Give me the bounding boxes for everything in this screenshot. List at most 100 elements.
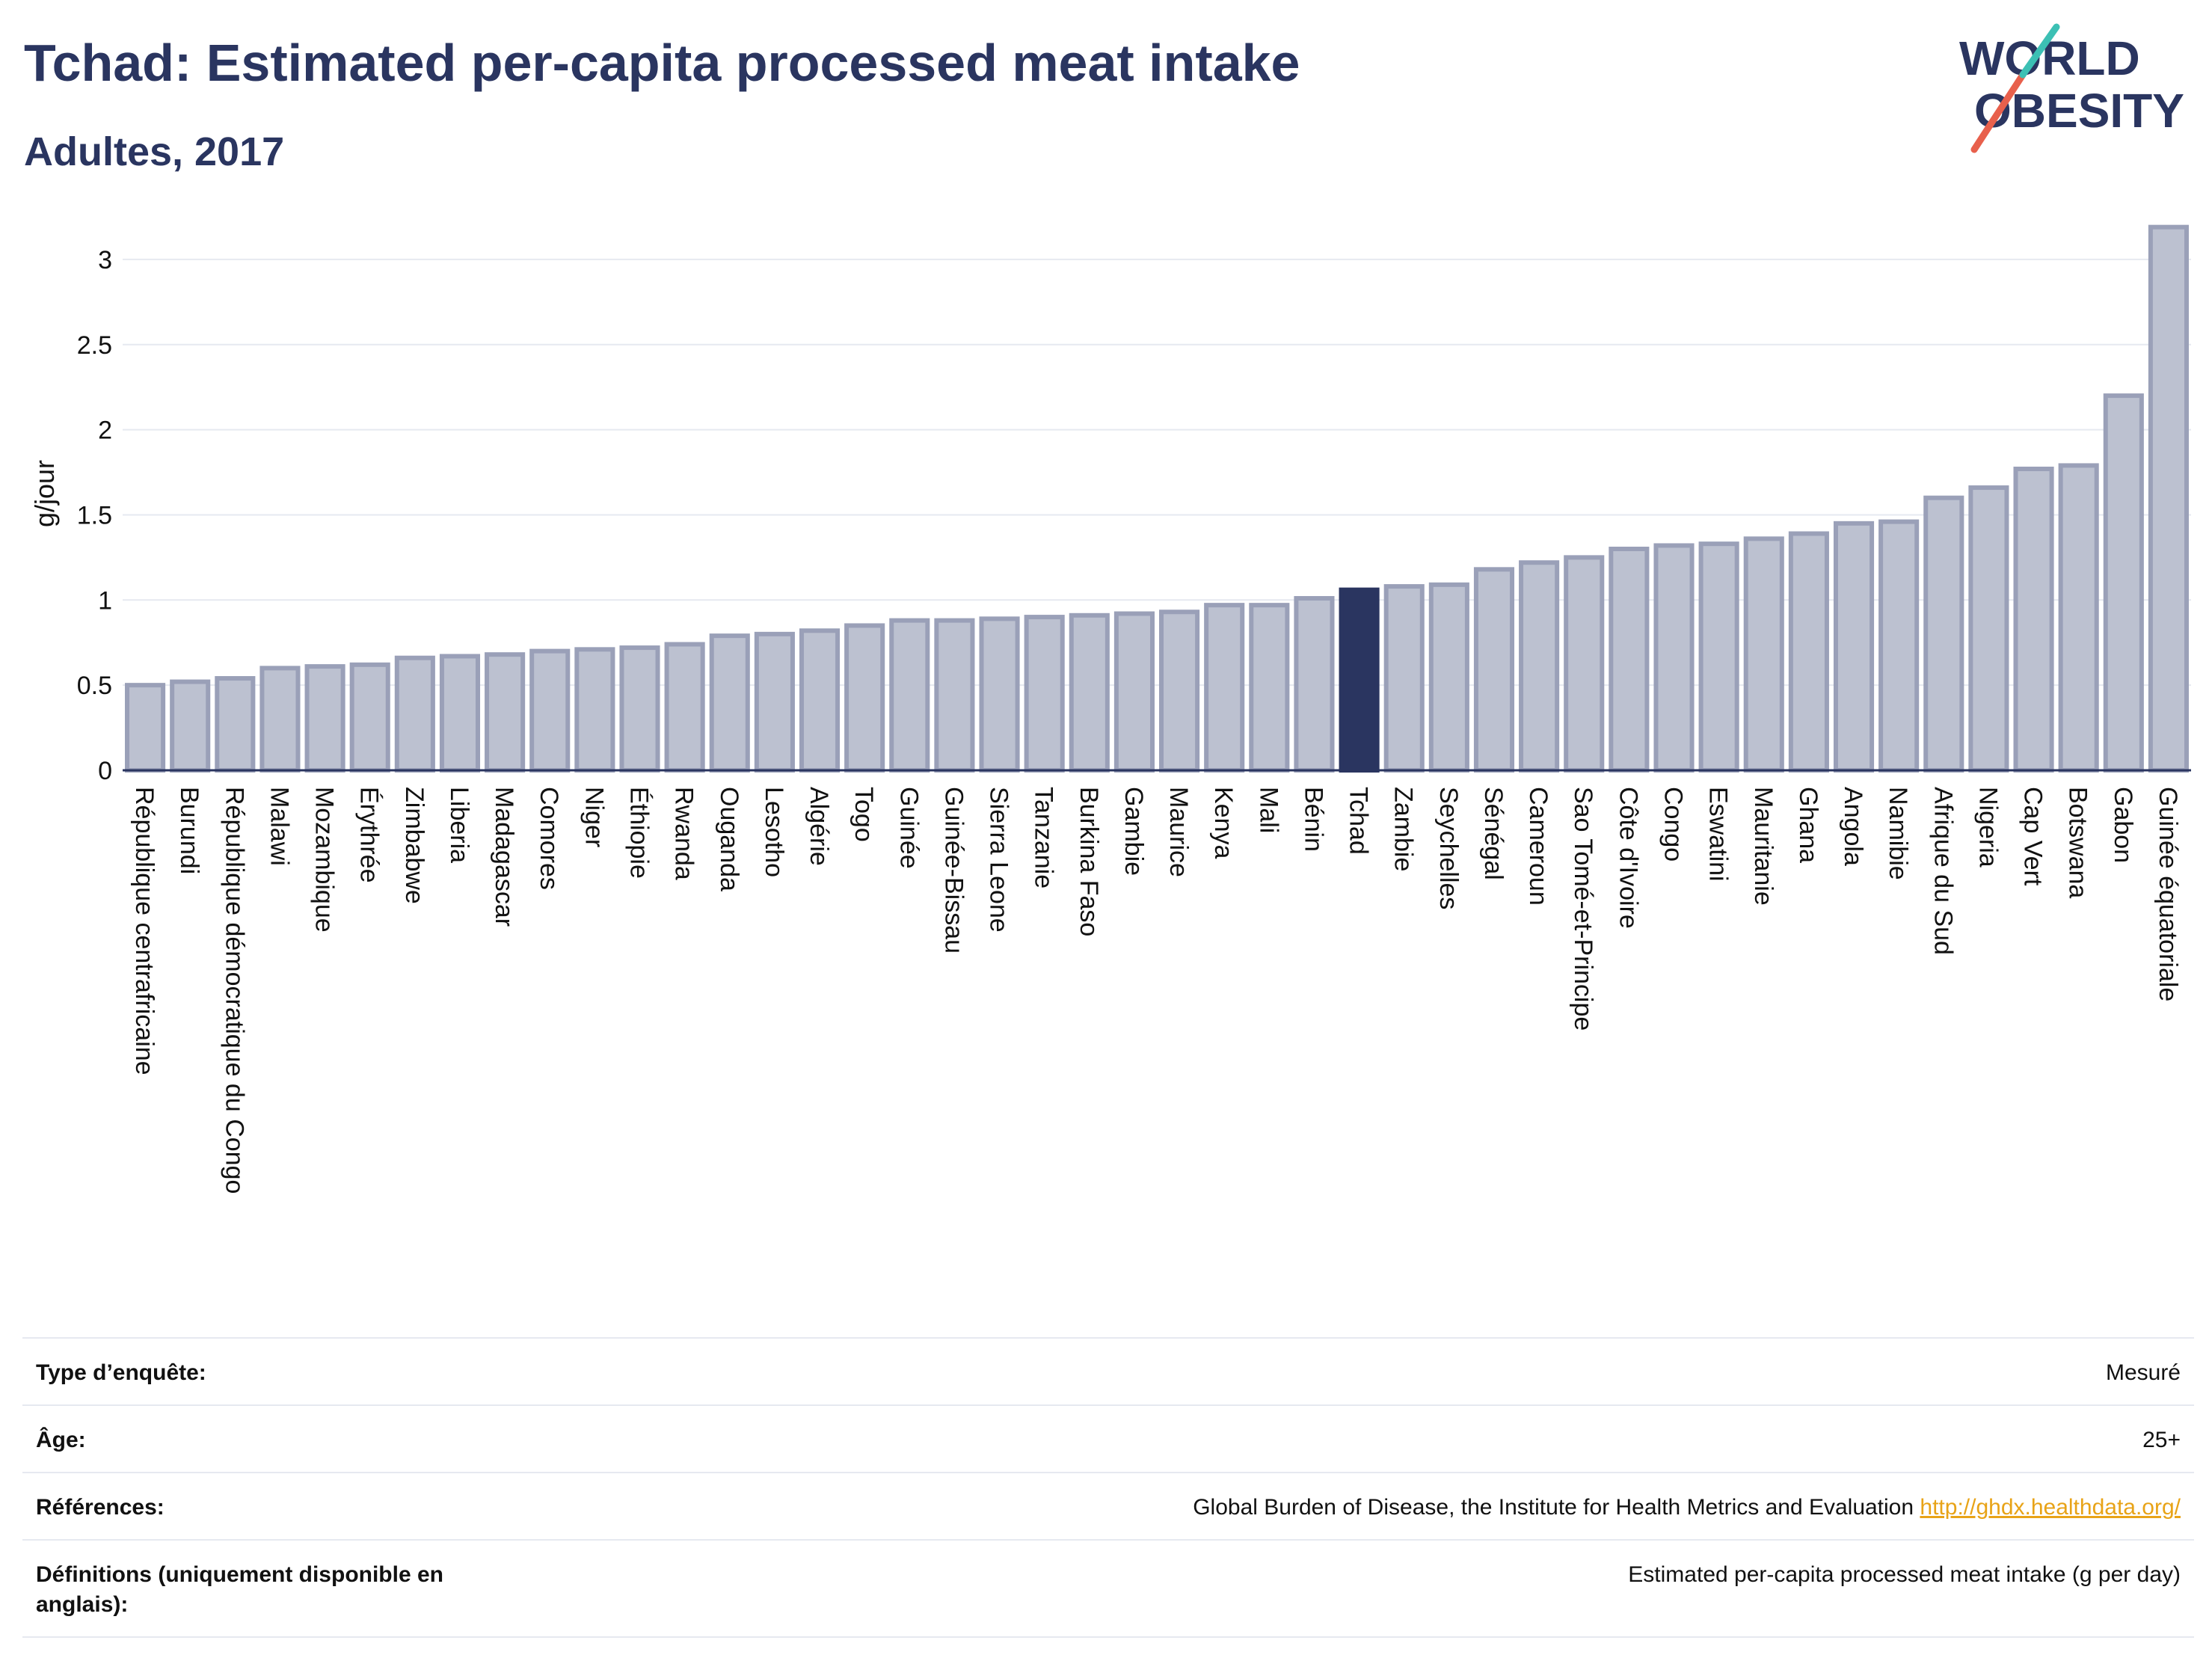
chart-title: Tchad: Estimated per-capita processed me…	[24, 34, 1300, 92]
x-tick-label: Mozambique	[310, 787, 339, 933]
x-tick-label: Érythrée	[355, 787, 384, 883]
x-tick-label: Burundi	[175, 787, 203, 874]
bar	[170, 679, 211, 773]
x-tick-label: Liberia	[445, 787, 473, 863]
bar	[304, 664, 345, 773]
bar	[889, 618, 930, 773]
y-tick-label: 3	[98, 246, 112, 274]
bar	[485, 652, 526, 773]
bar	[1923, 495, 1964, 773]
bar	[1564, 555, 1605, 773]
bar	[754, 631, 795, 773]
info-row-definitions: Définitions (uniquement disponible en an…	[22, 1541, 2194, 1638]
bar	[844, 623, 885, 773]
x-tick-label: République démocratique du Congo	[220, 787, 248, 1194]
bar	[619, 645, 660, 773]
x-tick-label: Madagascar	[490, 787, 518, 927]
x-tick-label: Niger	[580, 787, 608, 847]
bar	[259, 666, 301, 773]
bar	[1698, 541, 1739, 773]
bar	[349, 662, 390, 773]
x-tick-label: Guinée-Bissau	[939, 787, 968, 954]
bar	[1519, 560, 1560, 773]
bar	[125, 683, 166, 773]
info-value: Estimated per-capita processed meat inta…	[1628, 1562, 2181, 1587]
x-tick-label: Tanzanie	[1030, 787, 1058, 888]
x-tick-label: Seychelles	[1434, 787, 1463, 909]
chart-subtitle: Adultes, 2017	[24, 129, 285, 174]
x-tick-label: Guinée	[894, 787, 923, 869]
y-axis-label: g/jour	[29, 460, 60, 527]
x-tick-label: Nigeria	[1973, 787, 2002, 868]
x-tick-label: Sierra Leone	[985, 787, 1013, 933]
logo-slash-red	[1970, 71, 2027, 153]
x-tick-label: Gambie	[1119, 787, 1148, 876]
bar	[979, 616, 1020, 773]
y-tick-label: 1.5	[77, 501, 112, 529]
bar	[1249, 603, 1290, 773]
bar	[394, 655, 435, 773]
x-tick-label: Comores	[535, 787, 563, 890]
info-value: 25+	[2142, 1428, 2181, 1452]
y-tick-label: 1	[98, 586, 112, 615]
bar	[2103, 393, 2144, 773]
info-label: Âge:	[36, 1428, 86, 1452]
bar	[799, 628, 841, 773]
bar	[529, 648, 571, 773]
bar	[1024, 615, 1065, 773]
y-tick-label: 2	[98, 417, 112, 445]
info-row-age: Âge: 25+	[22, 1406, 2194, 1473]
x-tick-label: Malawi	[265, 787, 293, 866]
info-row-survey-type: Type d’enquête: Mesuré	[22, 1339, 2194, 1406]
bar	[1339, 587, 1380, 773]
bar	[1653, 543, 1695, 773]
bar	[664, 642, 705, 773]
bar	[1428, 582, 1469, 773]
bar	[1159, 610, 1200, 773]
x-tick-label: Botswana	[2064, 787, 2092, 898]
x-tick-label: Mali	[1254, 787, 1282, 833]
info-label: Définitions (uniquement disponible en an…	[36, 1562, 443, 1617]
bar	[1113, 611, 1155, 773]
bar	[1383, 584, 1425, 773]
x-tick-label: Cap Vert	[2019, 787, 2047, 886]
bar	[1968, 485, 2009, 773]
x-tick-label: République centrafricaine	[130, 787, 159, 1075]
bar	[934, 618, 975, 773]
bar	[1609, 547, 1650, 773]
y-tick-label: 0	[98, 757, 112, 785]
reference-text: Global Burden of Disease, the Institute …	[1193, 1495, 1914, 1520]
x-tick-label: Bénin	[1299, 787, 1327, 852]
bar	[1833, 521, 1875, 773]
logo-slash-teal	[2019, 23, 2060, 79]
x-tick-label: Ouganda	[715, 787, 743, 891]
x-tick-label: Maurice	[1164, 787, 1193, 877]
x-tick-label: Congo	[1659, 787, 1688, 862]
reference-link[interactable]: http://ghdx.healthdata.org/	[1920, 1495, 2181, 1520]
bar-chart: 0 0.5 1 1.5 2 2.5 3 g/jour République centrafric…	[29, 224, 2191, 1194]
x-tick-label: Sao Tomé-et-Principe	[1569, 787, 1597, 1031]
bar	[2013, 466, 2054, 773]
x-tick-label: Kenya	[1209, 787, 1238, 859]
world-obesity-logo: WORLD OBESITY	[1959, 23, 2184, 153]
bar	[574, 647, 615, 773]
x-tick-label: Togo	[850, 787, 878, 842]
bar	[2058, 463, 2099, 773]
x-tick-label: Eswatini	[1704, 787, 1733, 882]
x-tick-label: Ghana	[1794, 787, 1822, 863]
y-tick-label: 2.5	[77, 331, 112, 360]
bar	[709, 633, 750, 773]
info-value-references: Global Burden of Disease, the Institute …	[1193, 1493, 2181, 1523]
bar	[1743, 536, 1784, 773]
x-tick-label: Zimbabwe	[400, 787, 428, 904]
info-table: Type d’enquête: Mesuré Âge: 25+ Référenc…	[22, 1337, 2194, 1638]
x-tick-label: Rwanda	[670, 787, 698, 880]
info-row-references: Références: Global Burden of Disease, th…	[22, 1473, 2194, 1541]
x-tick-label: Mauritanie	[1749, 787, 1778, 906]
info-value: Mesuré	[2105, 1360, 2181, 1385]
x-tick-label: Algérie	[805, 787, 833, 866]
bar	[1204, 603, 1245, 773]
bar	[1473, 567, 1515, 773]
x-tick-label: Sénégal	[1479, 787, 1508, 880]
bar	[215, 676, 256, 773]
